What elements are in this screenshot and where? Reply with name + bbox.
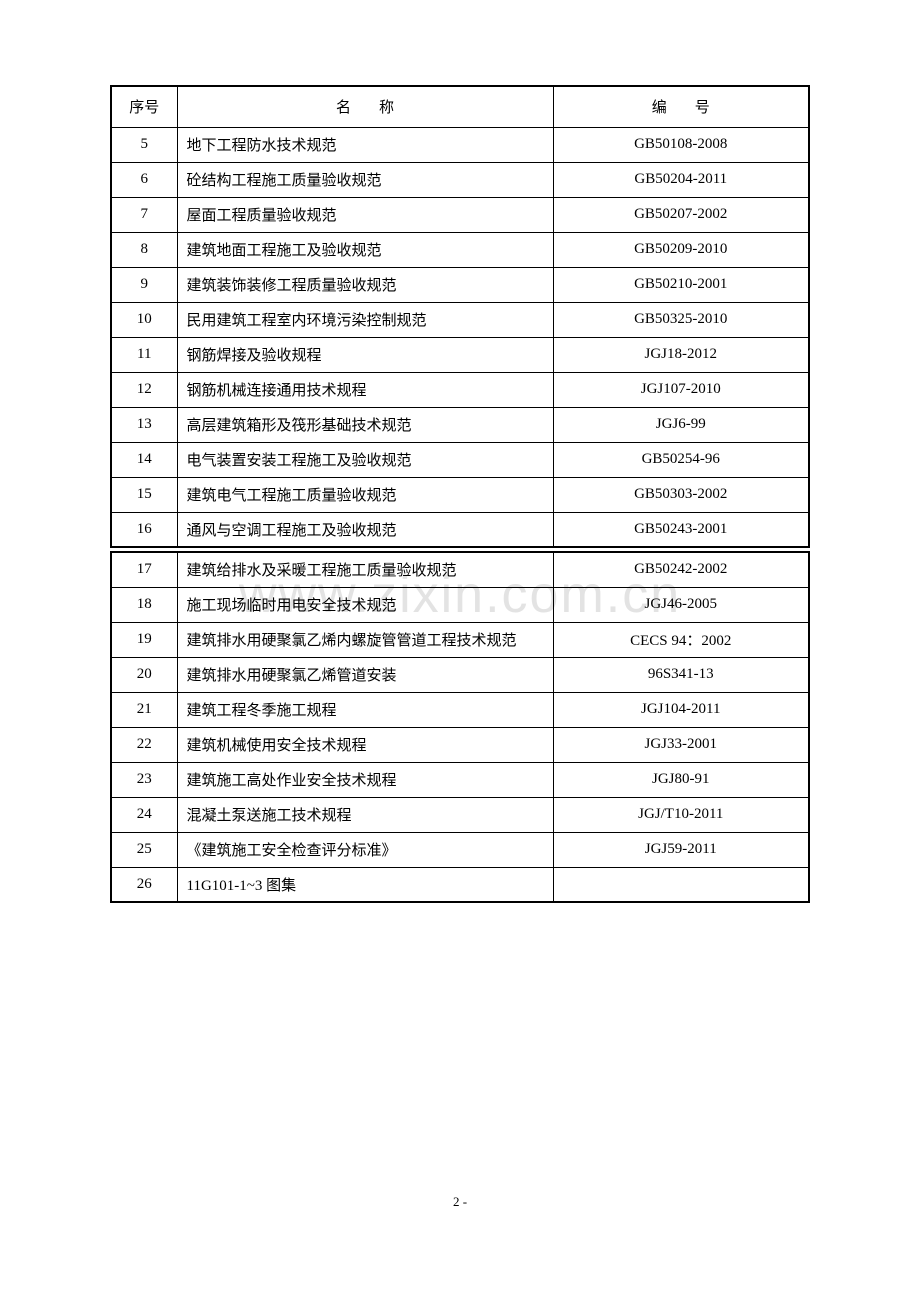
cell-code: GB50210-2001 xyxy=(553,267,809,302)
table-row: 7 屋面工程质量验收规范 GB50207-2002 xyxy=(111,197,809,232)
cell-name: 屋面工程质量验收规范 xyxy=(177,197,553,232)
cell-seq: 11 xyxy=(111,337,177,372)
cell-seq: 26 xyxy=(111,867,177,902)
cell-seq: 22 xyxy=(111,727,177,762)
table-row: 8 建筑地面工程施工及验收规范 GB50209-2010 xyxy=(111,232,809,267)
table-body-section1: 5 地下工程防水技术规范 GB50108-2008 6 砼结构工程施工质量验收规… xyxy=(111,127,809,547)
page-container: 序号 名称 编号 5 地下工程防水技术规范 GB50108-2008 6 砼结构… xyxy=(0,0,920,903)
cell-code: JGJ18-2012 xyxy=(553,337,809,372)
table-row: 26 11G101-1~3 图集 xyxy=(111,867,809,902)
cell-code: JGJ33-2001 xyxy=(553,727,809,762)
table-row: 25 《建筑施工安全检查评分标准》 JGJ59-2011 xyxy=(111,832,809,867)
cell-name: 建筑给排水及采暖工程施工质量验收规范 xyxy=(177,552,553,587)
table-row: 13 高层建筑箱形及筏形基础技术规范 JGJ6-99 xyxy=(111,407,809,442)
cell-name: 砼结构工程施工质量验收规范 xyxy=(177,162,553,197)
cell-code: JGJ80-91 xyxy=(553,762,809,797)
cell-seq: 16 xyxy=(111,512,177,547)
table-row: 18 施工现场临时用电安全技术规范 JGJ46-2005 xyxy=(111,587,809,622)
cell-name: 民用建筑工程室内环境污染控制规范 xyxy=(177,302,553,337)
cell-code: GB50243-2001 xyxy=(553,512,809,547)
table-row: 14 电气装置安装工程施工及验收规范 GB50254-96 xyxy=(111,442,809,477)
cell-name: 混凝土泵送施工技术规程 xyxy=(177,797,553,832)
cell-seq: 24 xyxy=(111,797,177,832)
header-seq: 序号 xyxy=(111,86,177,127)
cell-seq: 14 xyxy=(111,442,177,477)
cell-name: 高层建筑箱形及筏形基础技术规范 xyxy=(177,407,553,442)
header-name: 名称 xyxy=(177,86,553,127)
cell-name: 建筑机械使用安全技术规程 xyxy=(177,727,553,762)
cell-code: 96S341-13 xyxy=(553,657,809,692)
cell-seq: 5 xyxy=(111,127,177,162)
standards-table-section1: 序号 名称 编号 5 地下工程防水技术规范 GB50108-2008 6 砼结构… xyxy=(110,85,810,548)
cell-seq: 10 xyxy=(111,302,177,337)
table-row: 15 建筑电气工程施工质量验收规范 GB50303-2002 xyxy=(111,477,809,512)
header-code: 编号 xyxy=(553,86,809,127)
table-row: 11 钢筋焊接及验收规程 JGJ18-2012 xyxy=(111,337,809,372)
cell-name: 钢筋机械连接通用技术规程 xyxy=(177,372,553,407)
cell-seq: 25 xyxy=(111,832,177,867)
cell-code: GB50254-96 xyxy=(553,442,809,477)
page-number: 2 - xyxy=(453,1194,467,1210)
cell-code: GB50209-2010 xyxy=(553,232,809,267)
table-row: 10 民用建筑工程室内环境污染控制规范 GB50325-2010 xyxy=(111,302,809,337)
cell-code: GB50207-2002 xyxy=(553,197,809,232)
table-row: 23 建筑施工高处作业安全技术规程 JGJ80-91 xyxy=(111,762,809,797)
cell-seq: 13 xyxy=(111,407,177,442)
cell-code: GB50108-2008 xyxy=(553,127,809,162)
cell-name: 钢筋焊接及验收规程 xyxy=(177,337,553,372)
cell-code: GB50303-2002 xyxy=(553,477,809,512)
cell-seq: 7 xyxy=(111,197,177,232)
table-body-section2: 17 建筑给排水及采暖工程施工质量验收规范 GB50242-2002 18 施工… xyxy=(111,552,809,902)
table-row: 22 建筑机械使用安全技术规程 JGJ33-2001 xyxy=(111,727,809,762)
cell-code: GB50204-2011 xyxy=(553,162,809,197)
table-row: 12 钢筋机械连接通用技术规程 JGJ107-2010 xyxy=(111,372,809,407)
cell-seq: 17 xyxy=(111,552,177,587)
cell-seq: 8 xyxy=(111,232,177,267)
cell-code: JGJ46-2005 xyxy=(553,587,809,622)
cell-code xyxy=(553,867,809,902)
cell-code: JGJ59-2011 xyxy=(553,832,809,867)
table-row: 5 地下工程防水技术规范 GB50108-2008 xyxy=(111,127,809,162)
table-row: 6 砼结构工程施工质量验收规范 GB50204-2011 xyxy=(111,162,809,197)
cell-seq: 15 xyxy=(111,477,177,512)
cell-seq: 20 xyxy=(111,657,177,692)
cell-code: GB50242-2002 xyxy=(553,552,809,587)
cell-seq: 21 xyxy=(111,692,177,727)
table-header-row: 序号 名称 编号 xyxy=(111,86,809,127)
cell-name: 11G101-1~3 图集 xyxy=(177,867,553,902)
cell-seq: 6 xyxy=(111,162,177,197)
table-row: 21 建筑工程冬季施工规程 JGJ104-2011 xyxy=(111,692,809,727)
table-row: 20 建筑排水用硬聚氯乙烯管道安装 96S341-13 xyxy=(111,657,809,692)
cell-seq: 12 xyxy=(111,372,177,407)
cell-code: JGJ107-2010 xyxy=(553,372,809,407)
cell-name: 通风与空调工程施工及验收规范 xyxy=(177,512,553,547)
table-row: 17 建筑给排水及采暖工程施工质量验收规范 GB50242-2002 xyxy=(111,552,809,587)
cell-seq: 9 xyxy=(111,267,177,302)
cell-name: 施工现场临时用电安全技术规范 xyxy=(177,587,553,622)
cell-seq: 18 xyxy=(111,587,177,622)
cell-name: 建筑排水用硬聚氯乙烯管道安装 xyxy=(177,657,553,692)
table-wrapper: 序号 名称 编号 5 地下工程防水技术规范 GB50108-2008 6 砼结构… xyxy=(110,85,810,903)
table-row: 9 建筑装饰装修工程质量验收规范 GB50210-2001 xyxy=(111,267,809,302)
cell-name: 建筑电气工程施工质量验收规范 xyxy=(177,477,553,512)
cell-name: 建筑施工高处作业安全技术规程 xyxy=(177,762,553,797)
cell-seq: 23 xyxy=(111,762,177,797)
standards-table-section2: 17 建筑给排水及采暖工程施工质量验收规范 GB50242-2002 18 施工… xyxy=(110,551,810,903)
cell-code: GB50325-2010 xyxy=(553,302,809,337)
cell-name: 电气装置安装工程施工及验收规范 xyxy=(177,442,553,477)
cell-seq: 19 xyxy=(111,622,177,657)
cell-name: 建筑排水用硬聚氯乙烯内螺旋管管道工程技术规范 xyxy=(177,622,553,657)
table-row: 16 通风与空调工程施工及验收规范 GB50243-2001 xyxy=(111,512,809,547)
cell-name: 《建筑施工安全检查评分标准》 xyxy=(177,832,553,867)
cell-name: 建筑工程冬季施工规程 xyxy=(177,692,553,727)
table-row: 19 建筑排水用硬聚氯乙烯内螺旋管管道工程技术规范 CECS 94：2002 xyxy=(111,622,809,657)
cell-code: JGJ104-2011 xyxy=(553,692,809,727)
cell-name: 地下工程防水技术规范 xyxy=(177,127,553,162)
cell-code: JGJ6-99 xyxy=(553,407,809,442)
cell-name: 建筑装饰装修工程质量验收规范 xyxy=(177,267,553,302)
table-row: 24 混凝土泵送施工技术规程 JGJ/T10-2011 xyxy=(111,797,809,832)
cell-name: 建筑地面工程施工及验收规范 xyxy=(177,232,553,267)
cell-code: CECS 94：2002 xyxy=(553,622,809,657)
cell-code: JGJ/T10-2011 xyxy=(553,797,809,832)
